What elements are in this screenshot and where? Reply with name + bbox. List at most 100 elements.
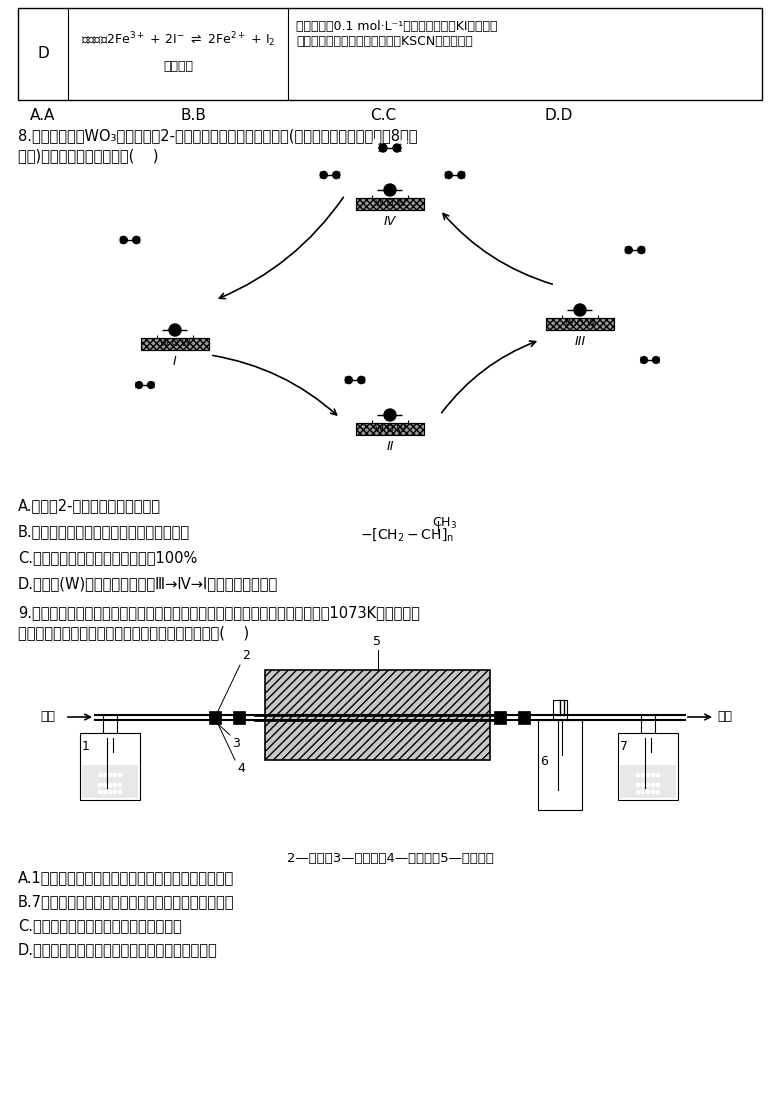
Polygon shape [82, 765, 138, 797]
Circle shape [130, 377, 136, 383]
Text: W O W: W O W [565, 320, 595, 329]
Circle shape [636, 352, 640, 357]
Text: A.乙烯、2-丁烯和丙烯互为同系物: A.乙烯、2-丁烯和丙烯互为同系物 [18, 497, 161, 513]
Circle shape [619, 253, 625, 258]
Circle shape [445, 171, 452, 179]
Circle shape [98, 783, 102, 788]
Text: 7: 7 [620, 740, 628, 753]
Text: I: I [173, 355, 177, 368]
Bar [209, 711, 221, 724]
Circle shape [641, 783, 645, 788]
Polygon shape [618, 733, 678, 800]
Circle shape [656, 783, 660, 788]
Circle shape [393, 144, 401, 152]
Circle shape [115, 232, 120, 237]
Circle shape [113, 783, 117, 788]
Circle shape [133, 236, 140, 244]
Circle shape [465, 167, 470, 172]
Circle shape [379, 144, 387, 152]
Circle shape [646, 773, 650, 777]
Circle shape [641, 773, 645, 777]
Circle shape [656, 790, 660, 794]
Text: 2: 2 [242, 649, 250, 662]
Circle shape [152, 325, 162, 335]
Text: W O W: W O W [374, 425, 406, 433]
Text: 3: 3 [232, 737, 240, 750]
Circle shape [440, 167, 445, 172]
Circle shape [333, 171, 340, 179]
Circle shape [656, 773, 660, 777]
Text: 结构)。下列说法不正确的是(    ): 结构)。下列说法不正确的是( ) [18, 148, 158, 163]
Text: D.D: D.D [545, 108, 573, 124]
Circle shape [108, 773, 112, 777]
Circle shape [440, 178, 445, 183]
Circle shape [367, 410, 377, 420]
Text: C.C: C.C [370, 108, 396, 124]
Circle shape [557, 306, 567, 315]
Bar [553, 700, 567, 720]
Circle shape [636, 783, 640, 788]
Circle shape [98, 790, 102, 794]
Circle shape [659, 363, 665, 367]
Circle shape [659, 352, 665, 357]
Circle shape [98, 773, 102, 777]
Text: A.A: A.A [30, 108, 55, 124]
Circle shape [118, 783, 122, 788]
Circle shape [373, 139, 379, 144]
Circle shape [140, 232, 145, 237]
Circle shape [365, 372, 370, 377]
Text: 将浓度均为0.1 mol·L⁻¹的硫酸铁溶液和KI溶液等体
积混合，充分反应后再滴加数滴KSCN溶液，振荡: 将浓度均为0.1 mol·L⁻¹的硫酸铁溶液和KI溶液等体 积混合，充分反应后再… [296, 20, 498, 49]
FancyBboxPatch shape [356, 422, 424, 435]
Circle shape [593, 306, 603, 315]
Circle shape [619, 242, 625, 247]
Circle shape [320, 171, 328, 179]
Text: B.丙烯在一定条件下发生加聚反应的产物为: B.丙烯在一定条件下发生加聚反应的产物为 [18, 524, 190, 539]
Bar [538, 720, 582, 810]
Circle shape [103, 790, 107, 794]
Text: B.7中的试剂是浓硫酸，防止空气中的水蒸气进入装置: B.7中的试剂是浓硫酸，防止空气中的水蒸气进入装置 [18, 895, 235, 909]
Circle shape [653, 356, 659, 363]
Bar [265, 670, 490, 760]
Bar [233, 711, 245, 724]
Circle shape [340, 178, 346, 183]
Circle shape [574, 304, 586, 315]
Circle shape [401, 151, 407, 157]
Circle shape [118, 790, 122, 794]
Circle shape [373, 151, 379, 157]
Circle shape [640, 356, 647, 363]
Circle shape [646, 783, 650, 788]
Text: W O W: W O W [374, 200, 406, 208]
Circle shape [115, 243, 120, 248]
Circle shape [384, 409, 396, 421]
Circle shape [136, 382, 143, 388]
Circle shape [645, 242, 651, 247]
Text: 时，冷却至室温，停止通氮气。下列说法不正确的是(    ): 时，冷却至室温，停止通氮气。下列说法不正确的是( ) [18, 625, 249, 640]
Circle shape [458, 171, 465, 179]
Text: A.1中的试剂是浓硫酸，便于观察气泡，调节气流速度: A.1中的试剂是浓硫酸，便于观察气泡，调节气流速度 [18, 870, 234, 885]
Circle shape [641, 790, 645, 794]
Circle shape [403, 185, 413, 195]
Text: 2—瓷管；3—石棉绳；4—管式炉；5—不锈钢舟: 2—瓷管；3—石棉绳；4—管式炉；5—不锈钢舟 [286, 852, 494, 865]
Text: 9.制备氮化镁的装置如图所示。实验时在不锈钢舟内加入镁粉，通氮气，升温至1073K，加热半小: 9.制备氮化镁的装置如图所示。实验时在不锈钢舟内加入镁粉，通氮气，升温至1073… [18, 606, 420, 620]
Circle shape [103, 783, 107, 788]
Text: 6: 6 [540, 754, 548, 768]
Circle shape [367, 185, 377, 195]
Circle shape [636, 773, 640, 777]
Circle shape [358, 376, 365, 384]
Circle shape [108, 790, 112, 794]
Circle shape [645, 253, 651, 258]
Circle shape [314, 178, 320, 183]
Text: 1: 1 [82, 740, 90, 753]
Text: 尾气: 尾气 [717, 710, 732, 722]
Circle shape [651, 773, 655, 777]
FancyBboxPatch shape [356, 199, 424, 210]
Circle shape [403, 410, 413, 420]
Text: $\mathrm{CH_3}$: $\mathrm{CH_3}$ [432, 516, 457, 532]
Text: 证明反应2Fe$^{3+}$ + 2I$^{-}$ $\rightleftharpoons$ 2Fe$^{2+}$ + I$_2$: 证明反应2Fe$^{3+}$ + 2I$^{-}$ $\rightlefthar… [80, 30, 275, 49]
Polygon shape [620, 765, 676, 797]
Circle shape [147, 382, 154, 388]
Circle shape [636, 790, 640, 794]
Text: IV: IV [384, 215, 396, 228]
FancyBboxPatch shape [141, 338, 209, 350]
Circle shape [188, 325, 198, 335]
